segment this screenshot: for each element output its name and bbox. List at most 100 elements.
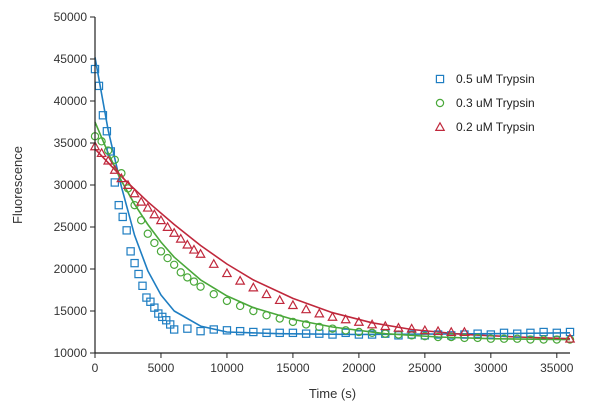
data-point-series-1 [98, 111, 108, 120]
data-point-series-1 [169, 325, 179, 334]
y-tick-label: 40000 [54, 94, 88, 108]
data-point-series-1 [130, 258, 139, 268]
data-point-series-2 [196, 282, 205, 291]
data-point-series-1 [354, 330, 364, 339]
data-point-series-3 [300, 303, 312, 314]
data-point-series-1 [196, 326, 205, 336]
data-point-series-3 [393, 322, 404, 332]
fit-line-series-3 [94, 148, 571, 340]
data-point-series-1 [513, 329, 522, 338]
x-axis-title: Time (s) [309, 386, 356, 401]
data-point-series-1 [486, 330, 496, 339]
data-point-series-3 [142, 202, 153, 212]
data-point-series-3 [314, 308, 325, 318]
data-point-series-3 [274, 294, 285, 305]
data-point-series-1 [138, 281, 147, 291]
y-tick-label: 10000 [54, 346, 88, 360]
data-point-series-2 [275, 314, 284, 323]
data-point-series-2 [499, 334, 509, 343]
x-tick-label: 10000 [210, 361, 244, 375]
axes: 10000 15000 20000 25000 30000 35000 40000 45000… [54, 10, 574, 375]
fit-line-series-1 [94, 57, 571, 336]
legend: 0.5 uM Trypsin 0.3 uM Trypsin 0.2 uM Tryps… [434, 72, 535, 134]
legend-marker-2 [435, 98, 445, 108]
data-point-series-3 [149, 208, 160, 219]
data-point-series-3 [353, 316, 365, 326]
data-point-series-3 [261, 288, 272, 299]
data-point-series-2 [288, 317, 298, 327]
data-point-series-3 [116, 172, 127, 183]
x-tick-label: 0 [92, 361, 99, 375]
data-point-series-2 [136, 216, 146, 225]
data-point-series-2 [328, 324, 337, 333]
data-point-series-3 [96, 147, 107, 158]
data-point-series-3 [366, 319, 378, 329]
legend-marker-1 [435, 74, 445, 84]
y-axis-title: Fluorescence [10, 146, 25, 224]
data-point-series-1 [235, 326, 245, 336]
data-point-series-1 [114, 200, 123, 210]
data-point-series-2 [235, 301, 245, 311]
data-point-series-1 [122, 226, 131, 235]
plot-area [89, 57, 576, 344]
data-point-series-1 [341, 328, 350, 338]
data-point-series-1 [183, 324, 192, 333]
data-point-series-2 [460, 333, 469, 343]
x-tick-label: 20000 [342, 361, 376, 375]
data-point-series-1 [249, 327, 258, 337]
data-point-series-1 [499, 328, 509, 338]
data-point-series-3 [248, 282, 259, 292]
data-point-series-1 [275, 328, 284, 338]
data-point-series-1 [134, 269, 143, 279]
data-point-series-2 [169, 260, 179, 269]
data-point-series-2 [486, 334, 496, 343]
data-point-series-2 [189, 277, 199, 286]
y-tick-label: 15000 [54, 304, 88, 318]
data-point-series-3 [380, 320, 391, 331]
data-point-series-2 [150, 238, 159, 248]
data-point-series-3 [234, 275, 246, 285]
y-tick-label: 25000 [54, 220, 88, 234]
data-point-series-2 [209, 290, 218, 299]
data-point-series-2 [341, 326, 350, 335]
data-point-series-3 [155, 214, 167, 225]
data-point-series-2 [103, 146, 113, 155]
data-point-series-2 [473, 333, 482, 343]
data-point-series-3 [432, 325, 444, 336]
data-point-series-1 [328, 330, 337, 339]
data-point-series-2 [433, 332, 443, 342]
data-point-series-2 [262, 311, 271, 320]
y-tick-label: 20000 [54, 262, 88, 276]
data-point-series-1 [118, 212, 127, 222]
data-point-series-3 [188, 244, 200, 254]
data-point-series-3 [129, 187, 140, 198]
data-point-series-2 [565, 335, 575, 344]
legend-label-3: 0.2 uM Trypsin [456, 120, 535, 134]
data-point-series-2 [539, 335, 548, 344]
data-point-series-1 [301, 329, 311, 338]
legend-label-2: 0.3 uM Trypsin [456, 96, 535, 110]
y-tick-label: 50000 [54, 10, 88, 24]
x-tick-label: 5000 [148, 361, 175, 375]
data-point-series-3 [168, 227, 180, 237]
data-point-series-3 [162, 221, 173, 231]
data-point-series-3 [175, 233, 186, 243]
y-tick-label: 35000 [54, 136, 88, 150]
data-point-series-2 [354, 327, 364, 337]
data-point-series-1 [473, 329, 482, 338]
data-point-series-2 [526, 335, 535, 344]
data-point-series-1 [110, 178, 119, 187]
data-point-series-1 [102, 127, 112, 136]
y-tick-label: 45000 [54, 52, 88, 66]
x-tick-label: 25000 [408, 361, 442, 375]
x-tick-label: 15000 [276, 361, 310, 375]
data-point-series-3 [446, 326, 457, 336]
data-point-series-1 [288, 328, 298, 338]
data-point-series-1 [126, 247, 135, 256]
data-point-series-1 [209, 325, 218, 334]
data-point-series-1 [222, 326, 232, 335]
data-point-series-2 [183, 273, 192, 282]
data-point-series-1 [262, 328, 271, 338]
data-point-series-2 [97, 137, 106, 146]
